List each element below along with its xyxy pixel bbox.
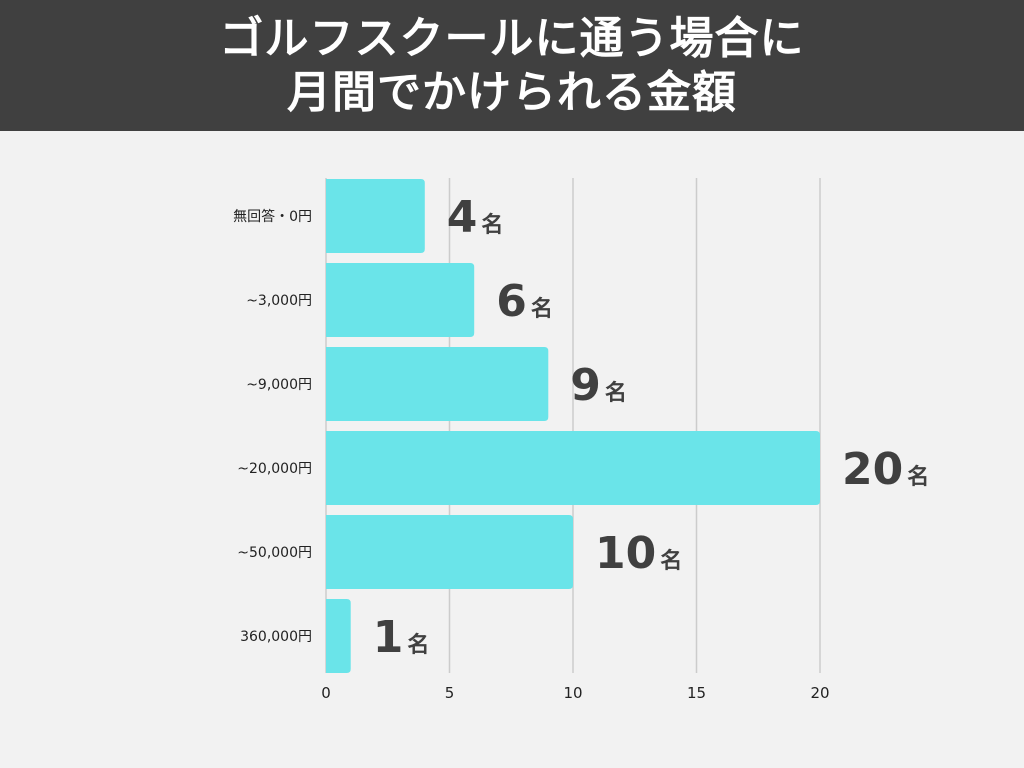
x-tick-label: 15 [687,684,706,702]
data-label-unit: 名 [605,380,627,406]
bar [326,263,475,337]
gridlines [325,178,821,673]
bar [326,599,351,673]
chart-title-line-2: 月間でかけられる金額 [287,66,737,118]
data-label-unit: 名 [660,548,682,574]
x-tick-label: 5 [445,684,455,702]
x-tick-label: 20 [810,684,829,702]
data-label-unit: 名 [907,464,929,490]
data-label-unit: 名 [407,632,429,658]
x-axis-ticks: 0 5 10 15 20 [321,684,829,702]
category-label: ~50,000円 [237,545,312,561]
category-label: 360,000円 [240,629,312,645]
bars [326,179,820,673]
chart-title-banner: ゴルフスクールに通う場合に 月間でかけられる金額 [0,0,1024,131]
bar [326,515,573,589]
value-labels: 4 名 6 名 9 名 20 名 10 名 1 名 [373,192,930,663]
category-label: 無回答・0円 [233,208,312,225]
category-label: ~9,000円 [246,377,312,393]
bar-chart: 無回答・0円 ~3,000円 ~9,000円 ~20,000円 ~50,000円 360,… [233,178,930,702]
data-label: 10 名 [595,528,682,579]
bar [326,179,425,253]
category-label: ~20,000円 [237,461,312,477]
category-label: ~3,000円 [246,293,312,309]
data-label: 20 名 [842,444,929,495]
data-label-unit: 名 [531,296,553,322]
bar [326,431,820,505]
bar [326,347,549,421]
chart-title-line-1: ゴルフスクールに通う場合に [219,12,805,64]
x-tick-label: 10 [563,684,582,702]
x-tick-label: 0 [321,684,331,702]
category-labels: 無回答・0円 ~3,000円 ~9,000円 ~20,000円 ~50,000円 360,… [233,208,312,645]
data-label-unit: 名 [481,212,503,238]
